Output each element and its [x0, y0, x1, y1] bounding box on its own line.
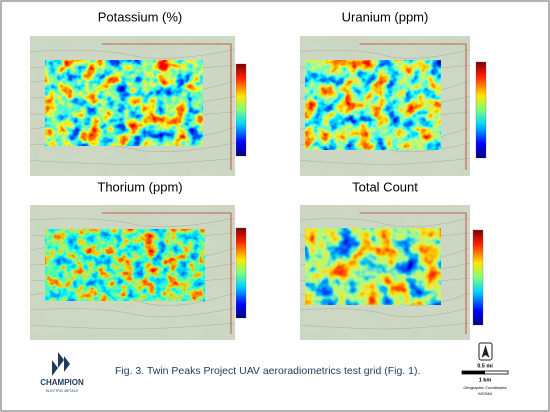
- map-panel: Thorium (ppm): [29, 179, 247, 340]
- panel-title: Total Count: [352, 179, 418, 194]
- heatmap: [305, 228, 441, 305]
- colorbar: [235, 227, 247, 319]
- contour: [29, 158, 236, 165]
- scale-datum: WGS84: [478, 391, 493, 396]
- colorbar: [235, 63, 247, 157]
- caption: Fig. 3. Twin Peaks Project UAV aeroradio…: [115, 365, 420, 377]
- contour: [29, 322, 236, 330]
- contour: [29, 49, 236, 59]
- logo-name: CHAMPION: [40, 378, 84, 387]
- heatmap: [45, 60, 203, 146]
- scale-bar: [461, 370, 509, 375]
- colorbar: [472, 229, 484, 326]
- contour: [299, 307, 471, 318]
- north-arrow: [478, 342, 493, 361]
- panel-title: Uranium (ppm): [342, 9, 429, 24]
- panel-title: Thorium (ppm): [97, 179, 182, 194]
- claim-boundary: [359, 43, 467, 170]
- contour: [29, 217, 236, 228]
- claim-boundary: [101, 212, 232, 334]
- scale-km: 1 km: [479, 377, 492, 383]
- colorbar: [475, 61, 487, 159]
- heatmap: [45, 229, 205, 301]
- contour: [299, 217, 471, 228]
- panel-title: Potassium (%): [98, 9, 183, 24]
- contour: [299, 158, 471, 165]
- map-panel: Potassium (%): [29, 9, 247, 176]
- contour: [29, 307, 236, 318]
- contour: [299, 49, 471, 59]
- contour: [299, 322, 471, 330]
- scale-miles: 0.5 mi: [477, 363, 493, 369]
- heatmap: [305, 60, 441, 150]
- map-panel: Total Count: [299, 179, 484, 340]
- map-panel: Uranium (ppm): [299, 9, 487, 176]
- scale-coordinates: Geographic Coordinates: [463, 385, 506, 390]
- claim-boundary: [101, 43, 232, 170]
- logo: CHAMPION ELECTRIC METALS: [40, 352, 84, 393]
- claim-boundary: [359, 212, 467, 334]
- logo-tagline: ELECTRIC METALS: [46, 389, 79, 393]
